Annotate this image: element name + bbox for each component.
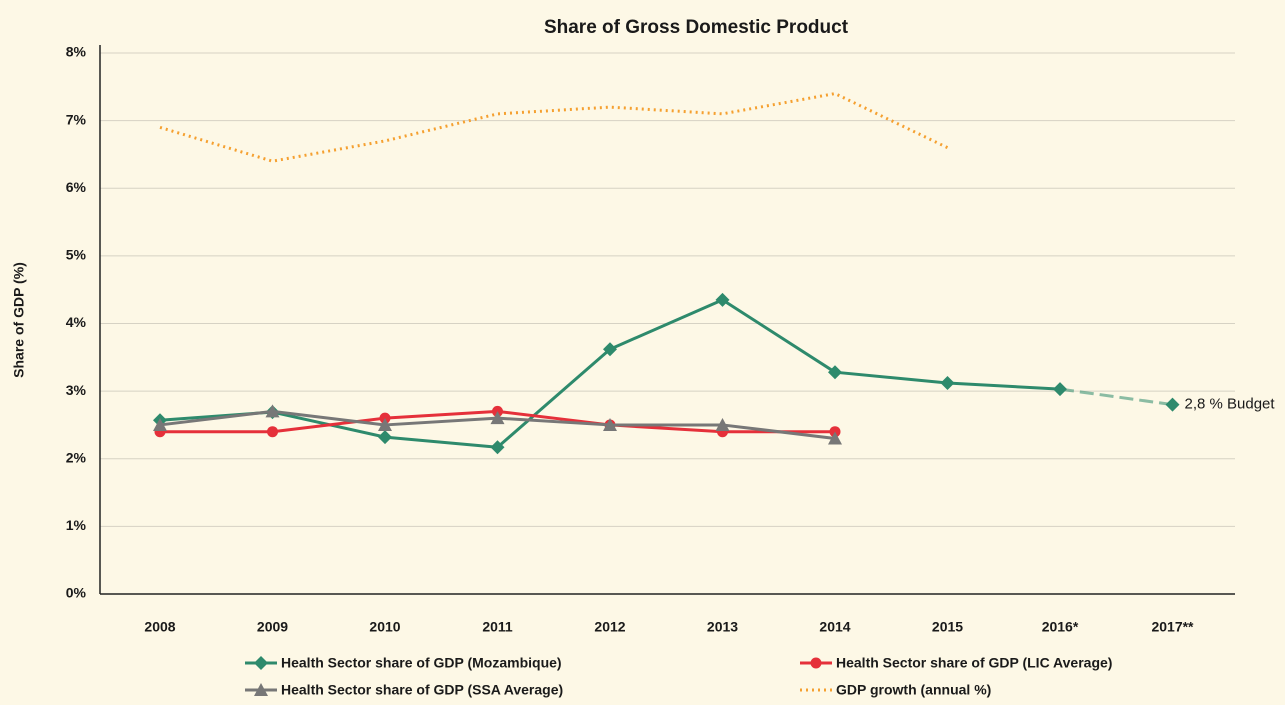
marker bbox=[153, 417, 167, 431]
x-tick-label: 2010 bbox=[369, 619, 400, 635]
x-tick-label: 2013 bbox=[707, 619, 738, 635]
marker bbox=[378, 417, 392, 431]
y-tick-label: 7% bbox=[66, 111, 87, 127]
marker bbox=[828, 431, 842, 445]
marker bbox=[715, 417, 730, 431]
annotation: 2,8 % Budget bbox=[1185, 396, 1276, 413]
marker bbox=[1165, 397, 1180, 412]
chart-title: Share of Gross Domestic Product bbox=[544, 17, 849, 38]
x-tick-label: 2009 bbox=[257, 619, 288, 635]
marker bbox=[940, 376, 955, 391]
x-tick-label: 2016* bbox=[1042, 619, 1079, 635]
y-tick-label: 8% bbox=[66, 44, 87, 60]
legend-label: Health Sector share of GDP (LIC Average) bbox=[836, 655, 1112, 671]
marker bbox=[267, 426, 278, 438]
y-tick-label: 1% bbox=[66, 517, 87, 533]
legend-marker bbox=[254, 656, 268, 670]
legend-label: Health Sector share of GDP (SSA Average) bbox=[281, 682, 563, 698]
legend-marker bbox=[254, 683, 268, 696]
legend-marker bbox=[810, 657, 822, 669]
y-tick-label: 0% bbox=[66, 585, 87, 601]
legend-label: GDP growth (annual %) bbox=[836, 682, 991, 698]
x-tick-label: 2012 bbox=[594, 619, 625, 635]
legend-label: Health Sector share of GDP (Mozambique) bbox=[281, 655, 562, 671]
series-line bbox=[159, 92, 949, 163]
marker bbox=[1053, 382, 1067, 397]
x-tick-label: 2011 bbox=[482, 619, 513, 635]
marker bbox=[603, 417, 617, 431]
y-tick-label: 6% bbox=[66, 179, 87, 195]
x-tick-label: 2008 bbox=[144, 619, 175, 635]
marker bbox=[265, 404, 280, 418]
marker bbox=[378, 430, 392, 445]
marker bbox=[828, 365, 842, 380]
marker bbox=[715, 292, 730, 307]
y-tick-label: 5% bbox=[66, 247, 87, 263]
marker bbox=[490, 440, 505, 455]
marker bbox=[490, 411, 505, 425]
x-tick-label: 2014 bbox=[819, 619, 850, 635]
marker bbox=[603, 342, 617, 357]
y-tick-label: 2% bbox=[66, 449, 87, 465]
y-tick-label: 3% bbox=[66, 382, 87, 398]
y-tick-label: 4% bbox=[66, 314, 87, 330]
x-tick-label: 2017** bbox=[1151, 619, 1194, 635]
x-tick-label: 2015 bbox=[932, 619, 963, 635]
y-axis-label: Share of GDP (%) bbox=[11, 262, 27, 378]
